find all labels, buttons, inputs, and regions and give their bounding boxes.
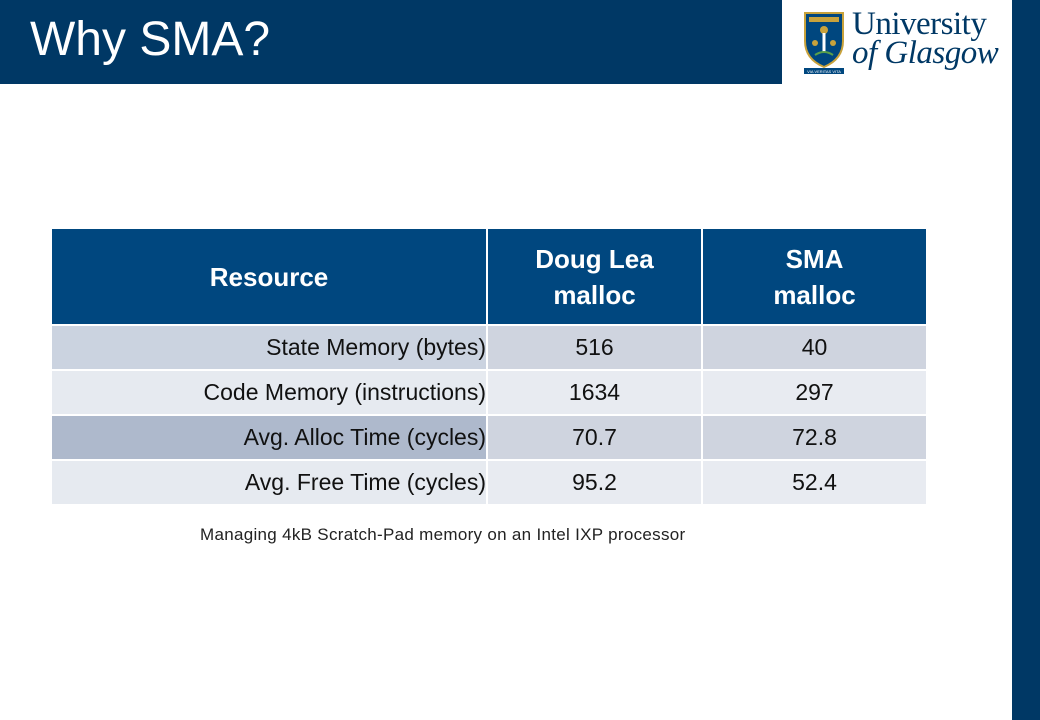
logo-line-1: University: [852, 6, 987, 42]
table-row: Code Memory (instructions) 1634 297: [52, 370, 926, 416]
doug-lea-value: 95.2: [487, 460, 703, 506]
resource-cell: Avg. Alloc Time (cycles): [52, 415, 488, 461]
logo-line-2: of Glasgow: [852, 35, 999, 71]
header-doug-lea-malloc: Doug Lea malloc: [487, 229, 703, 326]
table-row: Avg. Alloc Time (cycles) 70.7 72.8: [52, 415, 926, 461]
sma-value: 52.4: [702, 460, 926, 506]
crest-motto: VIA VERITAS VITA: [807, 69, 841, 74]
header-doug-lea-line2: malloc: [553, 279, 636, 310]
table-caption: Managing 4kB Scratch-Pad memory on an In…: [200, 525, 686, 544]
slide-title: Why SMA?: [30, 13, 271, 66]
sma-value: 40: [702, 325, 926, 371]
logo-wordmark: University of Glasgow: [852, 6, 999, 71]
title-bar: Why SMA?: [0, 0, 782, 84]
table-header-row: Resource Doug Lea malloc SMA malloc: [52, 229, 926, 326]
right-accent-bar: [1012, 0, 1040, 720]
comparison-table: Resource Doug Lea malloc SMA malloc Stat…: [52, 229, 926, 506]
doug-lea-value: 1634: [487, 370, 703, 416]
table-row: State Memory (bytes) 516 40: [52, 325, 926, 371]
header-resource: Resource: [52, 229, 488, 326]
doug-lea-value: 70.7: [487, 415, 703, 461]
university-crest-icon: VIA VERITAS VITA: [804, 12, 844, 74]
sma-value: 72.8: [702, 415, 926, 461]
table-row: Avg. Free Time (cycles) 95.2 52.4: [52, 460, 926, 506]
resource-cell: Avg. Free Time (cycles): [52, 460, 488, 506]
header-sma-line1: SMA: [785, 243, 844, 274]
doug-lea-value: 516: [487, 325, 703, 371]
resource-cell: Code Memory (instructions): [52, 370, 488, 416]
header-sma-malloc: SMA malloc: [702, 229, 926, 326]
header-doug-lea-line1: Doug Lea: [535, 243, 654, 274]
university-logo: VIA VERITAS VITA University of Glasgow: [800, 6, 1000, 78]
header-sma-line2: malloc: [773, 279, 856, 310]
resource-cell: State Memory (bytes): [52, 325, 488, 371]
sma-value: 297: [702, 370, 926, 416]
